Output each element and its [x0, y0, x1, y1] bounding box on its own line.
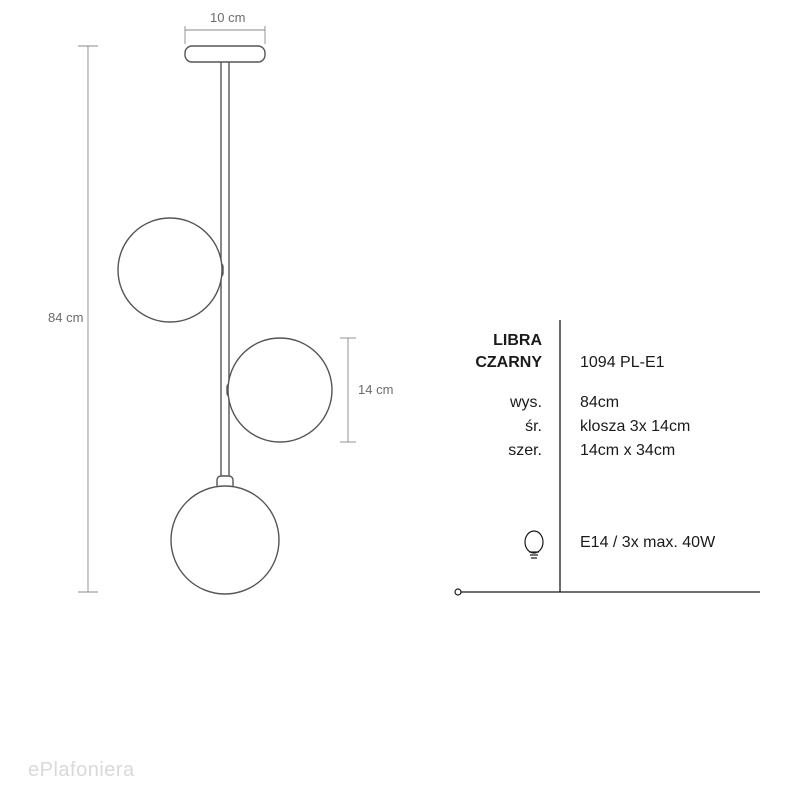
spec-row-key-1: śr. — [525, 418, 552, 436]
diagram-canvas: 10 cm 84 cm 14 cm LIBRA CZARNY 1094 PL-E1… — [0, 0, 800, 800]
spec-row-val-1: klosza 3x 14cm — [570, 418, 690, 436]
spec-bulb: E14 / 3x max. 40W — [570, 534, 715, 552]
dim-globe: 14 cm — [358, 382, 393, 397]
watermark: ePlafoniera — [28, 759, 135, 782]
spec-row-val-2: 14cm x 34cm — [570, 442, 675, 460]
spec-row-key-2: szer. — [508, 442, 552, 460]
spec-name-1: LIBRA — [493, 332, 552, 350]
spec-row-key-0: wys. — [510, 394, 552, 412]
diagram-svg — [0, 0, 800, 800]
dim-top-width: 10 cm — [210, 10, 245, 25]
spec-row-val-0: 84cm — [570, 394, 619, 412]
spec-name-2: CZARNY — [475, 354, 552, 372]
dim-height: 84 cm — [48, 310, 83, 325]
spec-code: 1094 PL-E1 — [570, 354, 665, 372]
